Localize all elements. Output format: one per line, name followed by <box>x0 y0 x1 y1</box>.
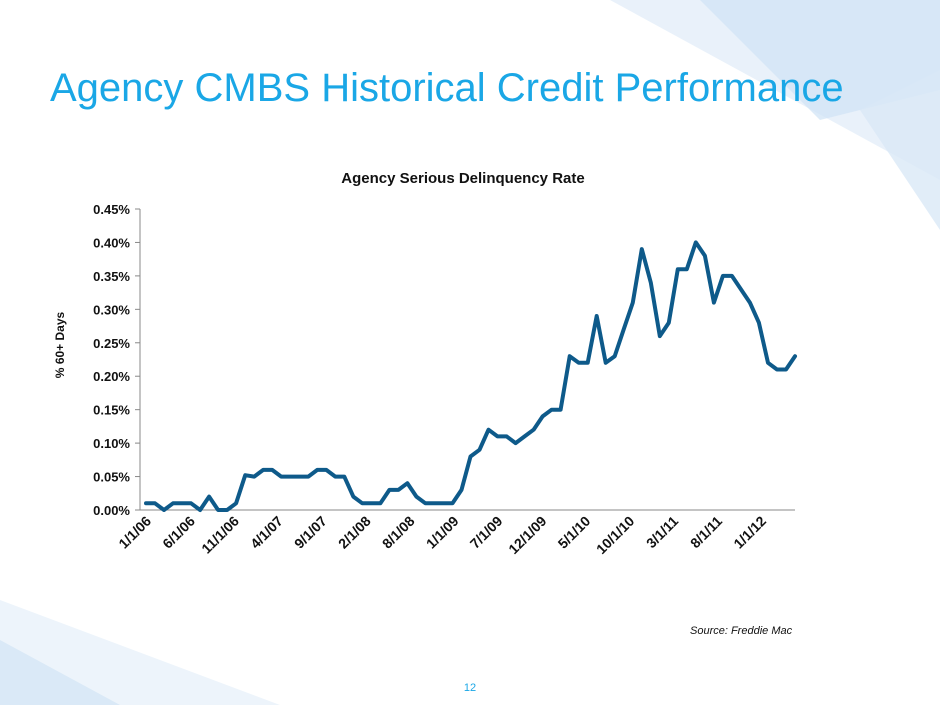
x-tick-label: 4/1/07 <box>247 513 286 552</box>
y-tick-label: 0.10% <box>93 436 130 451</box>
page-number: 12 <box>463 682 477 694</box>
x-tick-label: 9/1/07 <box>291 513 330 552</box>
chart-title: Agency Serious Delinquency Rate <box>341 170 584 187</box>
y-tick-label: 0.15% <box>93 403 130 418</box>
y-tick-label: 0.20% <box>93 369 130 384</box>
x-tick-label: 8/1/11 <box>687 513 725 551</box>
y-tick-label: 0.00% <box>93 503 130 518</box>
y-tick-label: 0.40% <box>93 235 130 250</box>
x-tick-label: 11/1/06 <box>198 513 242 557</box>
y-tick-label: 0.35% <box>93 269 130 284</box>
x-axis: 1/1/06 6/1/06 11/1/06 4/1/07 9/1/07 2/1/08 8/1… <box>115 509 795 557</box>
x-tick-label: 1/1/09 <box>423 513 462 552</box>
x-tick-label: 5/1/10 <box>555 513 594 552</box>
x-tick-label: 10/1/10 <box>593 513 637 557</box>
y-axis: 0.00% 0.05% 0.10% 0.15% 0.20% 0.25% 0.30% 0.35%… <box>93 202 141 518</box>
x-tick-label: 12/1/09 <box>505 513 549 557</box>
slide-title: Agency CMBS Historical Credit Performanc… <box>50 66 844 110</box>
y-tick-label: 0.05% <box>93 470 130 485</box>
x-tick-label: 3/1/11 <box>643 513 681 551</box>
y-tick-label: 0.25% <box>93 336 130 351</box>
y-axis-label: % 60+ Days <box>53 311 67 378</box>
y-tick-label: 0.30% <box>93 302 130 317</box>
x-tick-label: 1/1/06 <box>115 513 154 552</box>
y-tick-label: 0.45% <box>93 202 130 217</box>
source-note: Source: Freddie Mac <box>690 625 793 637</box>
x-tick-label: 8/1/08 <box>379 513 418 552</box>
series-layer <box>144 240 797 512</box>
x-tick-label: 1/1/12 <box>730 513 769 552</box>
x-tick-label: 2/1/08 <box>335 513 374 552</box>
delinquency-series-line <box>144 240 797 512</box>
x-tick-label: 7/1/09 <box>467 513 506 552</box>
x-tick-label: 6/1/06 <box>159 513 198 552</box>
